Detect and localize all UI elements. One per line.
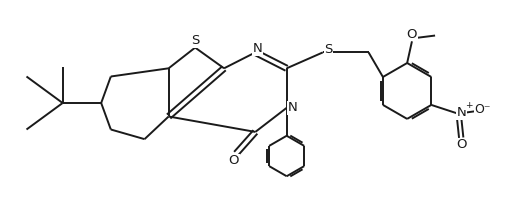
Text: N: N: [253, 42, 263, 55]
Text: N: N: [456, 106, 466, 119]
Text: S: S: [191, 34, 199, 47]
Text: +: +: [465, 101, 472, 110]
Text: N: N: [288, 101, 297, 114]
Text: O: O: [407, 28, 417, 41]
Text: S: S: [324, 42, 333, 56]
Text: O: O: [456, 138, 466, 151]
Text: O: O: [228, 154, 239, 167]
Text: O⁻: O⁻: [475, 103, 491, 116]
